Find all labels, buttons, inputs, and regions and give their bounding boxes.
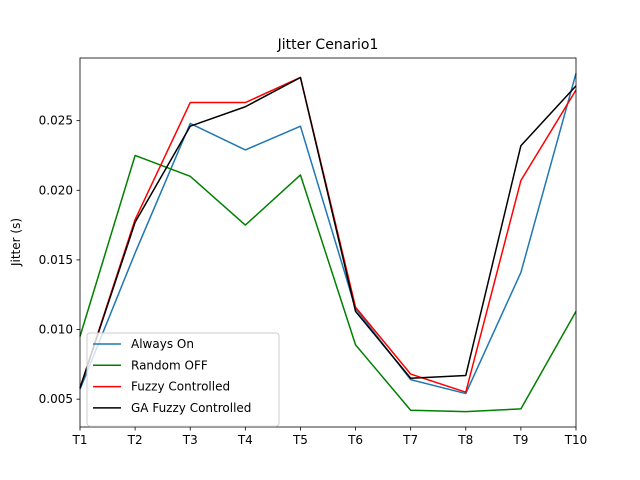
x-tick-label: T3	[182, 433, 198, 447]
axes-frame	[79, 57, 577, 428]
y-axis-label: Jitter (s)	[9, 218, 23, 267]
series-line-1	[79, 154, 577, 413]
plot-area: T1 T2 T3 T4 T5 T6 T7 T8 T9 T10 0.005 0.010 0.015 0.02…	[39, 57, 588, 447]
series-line-3	[79, 76, 577, 389]
x-tick-label: T5	[292, 433, 308, 447]
x-tick-label: T7	[402, 433, 418, 447]
legend-label-3: GA Fuzzy Controlled	[131, 401, 251, 415]
y-tick-label: 0.005	[39, 392, 73, 406]
x-tick-label: T2	[127, 433, 143, 447]
x-tick-label: T6	[347, 433, 363, 447]
y-tick-label: 0.020	[39, 183, 73, 197]
x-tick-label: T10	[564, 433, 588, 447]
chart-title: Jitter Cenario1	[277, 37, 379, 53]
legend: Always On Random OFF Fuzzy Controlled GA Fu…	[86, 332, 280, 427]
series-line-0	[79, 73, 577, 395]
legend-label-2: Fuzzy Controlled	[131, 380, 230, 394]
x-tick-label: T4	[237, 433, 253, 447]
x-tick-label: T8	[457, 433, 473, 447]
y-tick-label: 0.025	[39, 114, 73, 128]
legend-box	[86, 332, 280, 427]
y-tick-label: 0.010	[39, 323, 73, 337]
legend-label-0: Always On	[131, 337, 194, 351]
legend-label-1: Random OFF	[131, 358, 208, 372]
x-tick-label: T9	[512, 433, 528, 447]
x-tick-label: T1	[72, 433, 88, 447]
y-tick-label: 0.015	[39, 253, 73, 267]
